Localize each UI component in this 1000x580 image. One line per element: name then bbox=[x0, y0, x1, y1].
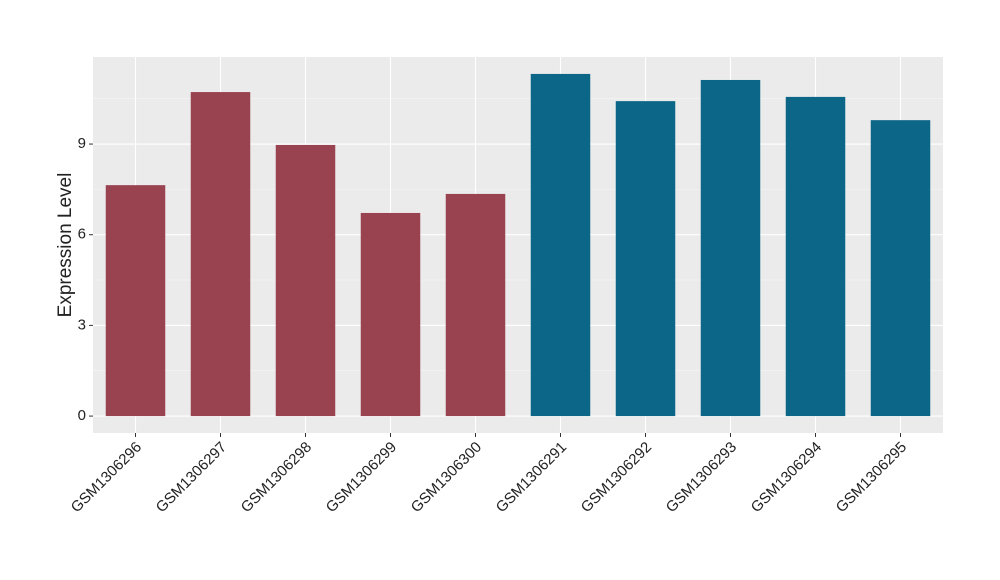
x-tick-label: GSM1306300 bbox=[408, 439, 485, 516]
x-tick-label: GSM1306294 bbox=[748, 439, 825, 516]
bar bbox=[615, 101, 676, 417]
bar bbox=[700, 79, 761, 417]
bar bbox=[190, 92, 251, 417]
bar bbox=[105, 185, 166, 417]
bar bbox=[360, 212, 421, 417]
x-tick-label: GSM1306295 bbox=[833, 439, 910, 516]
bar bbox=[530, 73, 591, 417]
bar bbox=[275, 144, 336, 417]
x-tick-label: GSM1306293 bbox=[663, 439, 740, 516]
x-tick-label: GSM1306291 bbox=[493, 439, 570, 516]
y-tick-label: 3 bbox=[78, 316, 86, 333]
y-axis-title: Expression Level bbox=[55, 173, 76, 318]
bar bbox=[785, 96, 846, 417]
y-tick-label: 6 bbox=[78, 226, 86, 243]
bar bbox=[445, 193, 506, 417]
x-tick-label: GSM1306298 bbox=[238, 439, 315, 516]
bar bbox=[870, 120, 931, 417]
x-tick-label: GSM1306292 bbox=[578, 439, 655, 516]
y-tick-label: 9 bbox=[78, 135, 86, 152]
x-tick-label: GSM1306296 bbox=[68, 439, 145, 516]
x-tick-label: GSM1306299 bbox=[323, 439, 400, 516]
y-tick-label: 0 bbox=[78, 407, 86, 424]
x-tick-label: GSM1306297 bbox=[153, 439, 230, 516]
